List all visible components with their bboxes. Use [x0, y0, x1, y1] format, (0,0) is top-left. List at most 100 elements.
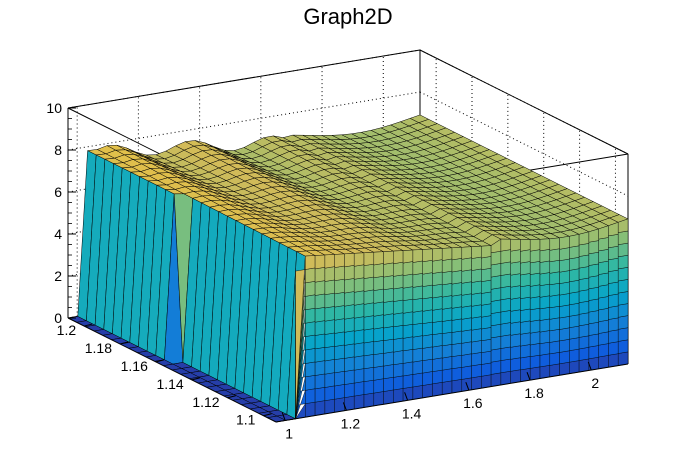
surface-front-face: [618, 242, 629, 258]
surface-front-face: [324, 306, 335, 322]
surface-front-face: [559, 327, 570, 342]
surface-front-face: [500, 358, 511, 374]
surface-front-face: [578, 254, 590, 269]
surface-front-face: [618, 339, 629, 354]
surface-front-face: [383, 313, 394, 329]
y-tick-label: 1.1: [236, 412, 256, 428]
surface-front-face: [334, 370, 345, 387]
surface-front-face: [344, 265, 355, 281]
surface-front-face: [451, 342, 462, 357]
x-tick: [587, 361, 592, 371]
surface-front-face: [432, 382, 443, 397]
surface-front-face: [578, 347, 590, 361]
surface-front-face: [314, 360, 326, 376]
surface-front-face: [314, 333, 326, 350]
surface-front-face: [402, 261, 414, 276]
surface-front-face: [451, 330, 462, 345]
surface-front-face: [549, 328, 560, 343]
y-tick: [155, 359, 164, 363]
surface-front-face: [569, 314, 580, 328]
surface-front-face: [305, 267, 316, 284]
surface-front-face: [559, 339, 570, 353]
surface-front-face: [608, 234, 619, 249]
surface-front-face: [559, 236, 570, 250]
surface-front-face: [324, 359, 335, 375]
surface-front-face: [363, 379, 374, 395]
surface-front-face: [402, 249, 414, 264]
surface-front-face: [569, 302, 580, 317]
surface-front-face: [344, 304, 355, 320]
surface-front-face: [422, 284, 433, 300]
x-tick-label: 1.6: [463, 395, 483, 411]
z-tick-label: 8: [54, 142, 62, 158]
surface-front-face: [305, 281, 316, 297]
surface-front-face: [549, 237, 560, 251]
surface-front-face: [422, 272, 433, 287]
surface-front-face: [569, 257, 580, 271]
surface-front-face: [363, 302, 374, 318]
surface-front-face: [324, 345, 335, 362]
surface-front-face: [520, 249, 531, 264]
surface-front-face: [578, 266, 590, 280]
surface-front-face: [481, 327, 492, 342]
surface-front-face: [432, 320, 443, 336]
surface-front-face: [569, 234, 580, 248]
surface-front-face: [539, 341, 550, 356]
surface-front-face: [578, 300, 590, 315]
surface-front-face: [530, 272, 541, 287]
surface-front-face: [461, 353, 472, 368]
surface-front-face: [354, 355, 365, 371]
surface-front-face: [520, 284, 531, 299]
surface-front-face: [539, 330, 550, 344]
surface-front-face: [334, 384, 345, 400]
x-tick-label: 1.2: [341, 415, 361, 431]
surface-front-face: [539, 283, 550, 298]
surface-front-face: [373, 263, 384, 279]
surface-front-face: [608, 305, 619, 320]
surface-front-face: [588, 286, 599, 301]
surface-front-face: [451, 294, 462, 309]
surface-front-face: [490, 323, 502, 339]
surface-front-face: [442, 344, 453, 359]
surface-front-face: [530, 354, 541, 369]
surface-front-face: [334, 265, 345, 281]
surface-front-face: [373, 378, 384, 394]
y-tick: [227, 395, 236, 399]
surface-front-face: [324, 385, 335, 401]
surface-front-face: [393, 287, 404, 302]
surface-front-face: [354, 316, 365, 332]
surface-front-face: [598, 296, 609, 311]
surface-front-face: [412, 385, 423, 400]
surface-front-face: [530, 366, 541, 381]
y-tick-label: 1.16: [121, 358, 148, 374]
surface-front-face: [549, 305, 560, 320]
surface-front-face: [373, 275, 384, 291]
x-tick: [526, 371, 531, 381]
surface-front-face: [559, 316, 570, 330]
surface-front-face: [608, 329, 619, 344]
surface-front-face: [471, 268, 482, 283]
surface-front-face: [402, 336, 414, 352]
surface-front-face: [373, 365, 384, 381]
surface-front-face: [490, 348, 502, 363]
surface-front-face: [305, 388, 316, 404]
surface-front-face: [354, 264, 365, 280]
surface-front-face: [481, 245, 492, 259]
surface-front-face: [412, 260, 423, 276]
surface-front-face: [618, 254, 629, 270]
surface-front-face: [578, 231, 590, 246]
y-tick-label: 1.18: [85, 340, 112, 356]
surface-front-face: [520, 344, 531, 359]
surface-front-face: [510, 273, 521, 288]
surface-front-face: [442, 307, 453, 322]
surface-front-face: [598, 355, 609, 370]
surface-front-face: [442, 319, 453, 334]
z-tick-label: 6: [54, 184, 62, 200]
surface-front-face: [451, 354, 462, 370]
surface-front-face: [363, 289, 374, 305]
surface-front-face: [461, 257, 472, 272]
surface-front-face: [471, 328, 482, 343]
surface-front-face: [588, 240, 599, 255]
surface-front-face: [324, 398, 335, 415]
